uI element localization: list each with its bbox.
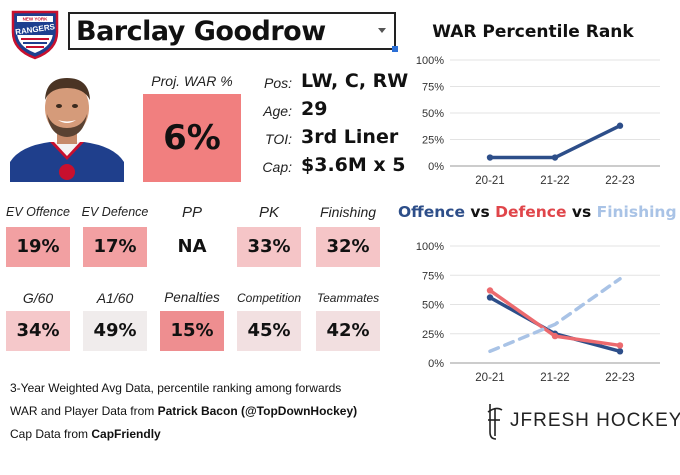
stat-label-ev-offence: EV Offence [6,205,70,219]
ovd-chart-title: Offence vs Defence vs Finishing [398,203,677,221]
stat-value-competition: 45% [237,311,301,351]
info-key-pos: Pos: [263,75,292,91]
ovd-title-vs-2: vs [566,203,597,221]
offence-defence-finishing-chart: 0% 25% 50% 75% 100% 20-21 21-22 22-23 [416,241,660,384]
ovd-title-offence: Offence [398,203,465,221]
info-value-pos: LW, C, RW [301,70,409,92]
stat-label-g60: G/60 [22,290,54,306]
data-point [616,122,624,129]
stat-label-teammates: Teammates [316,291,380,305]
data-point [551,332,559,340]
footer-line-2: WAR and Player Data from Patrick Bacon (… [10,404,357,418]
y-tick-label: 0% [428,161,444,173]
stat-label-competition: Competition [236,291,302,305]
stat-label-penalties: Penalties [164,290,220,305]
footer-line-1: 3-Year Weighted Avg Data, percentile ran… [10,381,342,395]
stat-value-finishing: 32% [316,227,380,267]
data-point [616,342,624,349]
series-line-0 [488,123,622,160]
y-tick-label: 0% [428,358,444,370]
stat-value-teammates: 42% [316,311,380,351]
x-tick-label: 22-23 [605,372,634,384]
x-tick-label: 22-23 [605,175,634,187]
y-tick-label: 50% [422,108,444,120]
stat-label-ev-defence: EV Defence [81,205,149,219]
y-tick-label: 100% [416,241,444,253]
footer-line-3-prefix: Cap Data from [10,427,92,441]
x-tick-label: 20-21 [475,175,504,187]
data-point [551,154,559,161]
brand-logo-icon [484,402,664,442]
data-point [616,348,624,355]
resize-handle[interactable] [392,46,398,52]
y-tick-label: 50% [422,300,444,312]
stat-label-pp: PP [181,204,202,221]
y-tick-label: 75% [422,270,444,282]
stat-value-a160: 49% [83,311,147,351]
proj-war-box [143,94,241,182]
y-tick-label: 25% [422,135,444,147]
series-line-finishing [488,277,622,354]
data-point [486,287,494,294]
info-key-toi: TOI: [265,131,292,147]
footer-source-war: Patrick Bacon (@TopDownHockey) [157,404,358,418]
info-key-cap: Cap: [262,159,292,175]
y-tick-label: 25% [422,329,444,341]
ovd-title-vs-1: vs [464,203,496,221]
stat-value-pk: 33% [237,227,301,267]
stat-label-a160: A1/60 [96,290,134,306]
footer-line-2-prefix: WAR and Player Data from [10,404,158,418]
footer-line-3: Cap Data from CapFriendly [10,427,161,441]
chevron-down-icon[interactable] [378,28,386,33]
data-point [486,154,494,161]
brand-text: JFRESH HOCKEY [510,410,680,431]
y-tick-label: 100% [416,55,444,67]
stat-label-finishing: Finishing [319,204,377,220]
player-select[interactable]: Barclay Goodrow [68,12,398,52]
rangers-logo-icon: NEW YORK RANGERS [10,8,60,60]
info-value-cap: $3.6M x 5 [301,154,406,176]
stat-value-penalties: 15% [160,311,224,351]
info-value-age: 29 [301,98,328,120]
ovd-title-defence: Defence [495,203,567,221]
x-tick-label: 20-21 [475,372,504,384]
war-chart-title: WAR Percentile Rank [432,22,634,42]
player-photo [10,70,124,182]
stat-value-ev-defence: 17% [83,227,147,267]
info-value-toi: 3rd Liner [301,126,399,148]
y-tick-label: 75% [422,82,444,94]
proj-war-value: 6% [163,118,221,158]
stat-value-ev-offence: 19% [6,227,70,267]
ovd-title-finishing: Finishing [596,203,677,221]
x-tick-label: 21-22 [540,175,569,187]
proj-war-label: Proj. WAR % [151,73,233,89]
logo-text-top: NEW YORK [23,17,48,22]
info-key-age: Age: [263,103,292,119]
war-percentile-chart: 0% 25% 50% 75% 100% 20-21 21-22 22-23 [416,55,660,187]
player-name: Barclay Goodrow [76,16,326,47]
stat-label-pk: PK [258,204,279,221]
stat-value-g60: 34% [6,311,70,351]
stat-value-pp: NA [160,227,224,267]
data-point [486,294,494,301]
x-tick-label: 21-22 [540,372,569,384]
footer-source-cap: CapFriendly [91,427,161,441]
